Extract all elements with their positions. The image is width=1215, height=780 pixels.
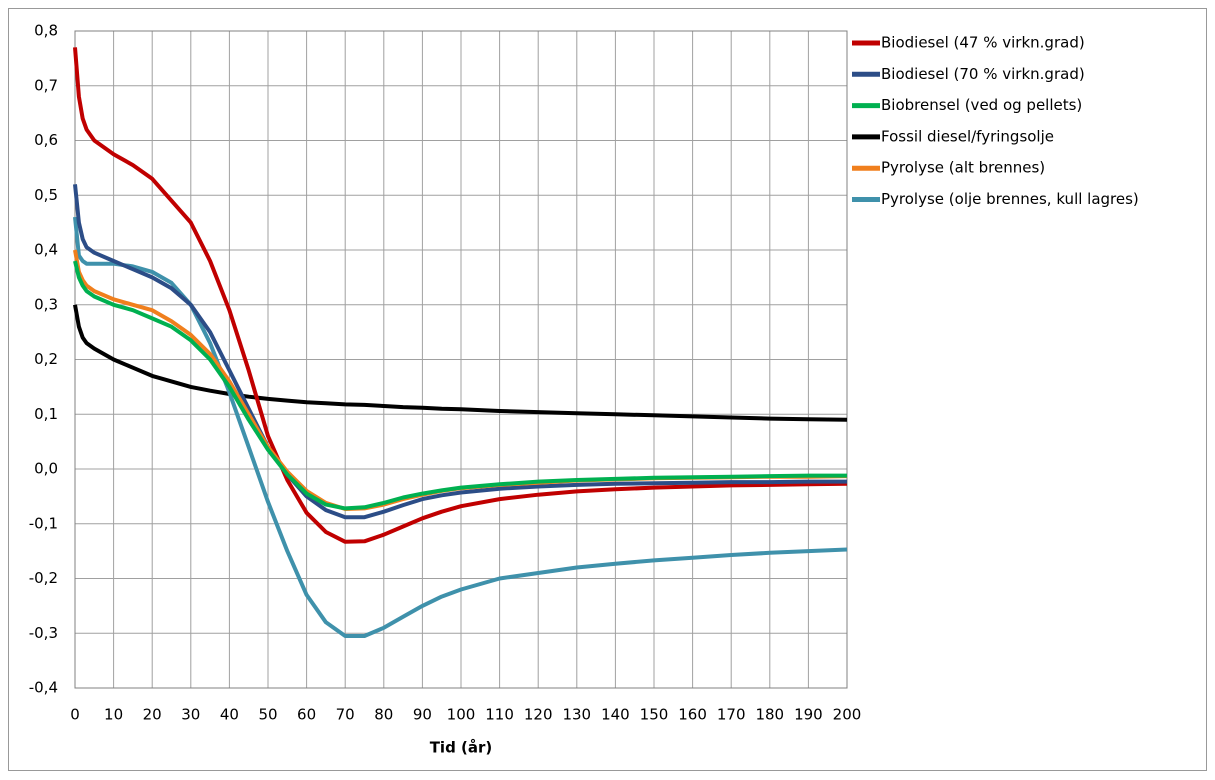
series-line — [73, 47, 848, 544]
x-tick-label: 50 — [258, 706, 277, 724]
x-tick-label: 30 — [181, 706, 200, 724]
x-tick-label: 100 — [447, 706, 476, 724]
legend-label: Biodiesel (70 % virkn.grad) — [881, 65, 1085, 83]
chart-border — [8, 8, 1207, 771]
x-tick-label: 40 — [220, 706, 239, 724]
x-tick-label: 70 — [336, 706, 355, 724]
y-tick-label: 0,2 — [34, 350, 58, 368]
y-tick-label: 0,6 — [34, 131, 58, 149]
legend-label: Pyrolyse (alt brennes) — [881, 159, 1045, 177]
x-tick-label: 190 — [794, 706, 823, 724]
y-tick-label: -0,4 — [29, 679, 58, 697]
x-tick-label: 10 — [104, 706, 123, 724]
y-tick-label: 0,0 — [34, 460, 58, 478]
x-tick-label: 120 — [524, 706, 553, 724]
series-line — [73, 260, 847, 511]
legend-label: Biobrensel (ved og pellets) — [881, 96, 1082, 114]
legend-label: Biodiesel (47 % virkn.grad) — [881, 34, 1085, 52]
x-tick-label: 200 — [833, 706, 862, 724]
x-tick-label: 130 — [562, 706, 591, 724]
y-tick-label: -0,3 — [29, 624, 58, 642]
y-tick-label: 0,8 — [34, 22, 58, 40]
x-tick-label: 90 — [413, 706, 432, 724]
y-tick-label: 0,1 — [34, 405, 58, 423]
x-tick-label: 60 — [297, 706, 316, 724]
series-line — [73, 184, 847, 520]
x-tick-label: 110 — [485, 706, 514, 724]
x-tick-label: 180 — [755, 706, 784, 724]
x-tick-label: 160 — [678, 706, 707, 724]
y-tick-label: 0,4 — [34, 241, 58, 259]
x-tick-label: 80 — [374, 706, 393, 724]
x-axis-title: Tid (år) — [430, 739, 493, 757]
x-tick-label: 0 — [70, 706, 80, 724]
series-line — [73, 304, 848, 422]
y-tick-label: 0,7 — [34, 76, 58, 94]
y-tick-label: -0,2 — [29, 569, 58, 587]
x-tick-label: 140 — [601, 706, 630, 724]
y-tick-label: 0,5 — [34, 186, 58, 204]
x-tick-label: 150 — [640, 706, 669, 724]
plot-border — [74, 30, 848, 689]
legend-label: Pyrolyse (olje brennes, kull lagres) — [881, 190, 1139, 208]
x-tick-label: 170 — [717, 706, 746, 724]
x-tick-label: 20 — [143, 706, 162, 724]
y-tick-label: 0,3 — [34, 295, 58, 313]
y-tick-label: -0,1 — [29, 514, 58, 532]
legend-label: Fossil diesel/fyringsolje — [881, 127, 1054, 145]
